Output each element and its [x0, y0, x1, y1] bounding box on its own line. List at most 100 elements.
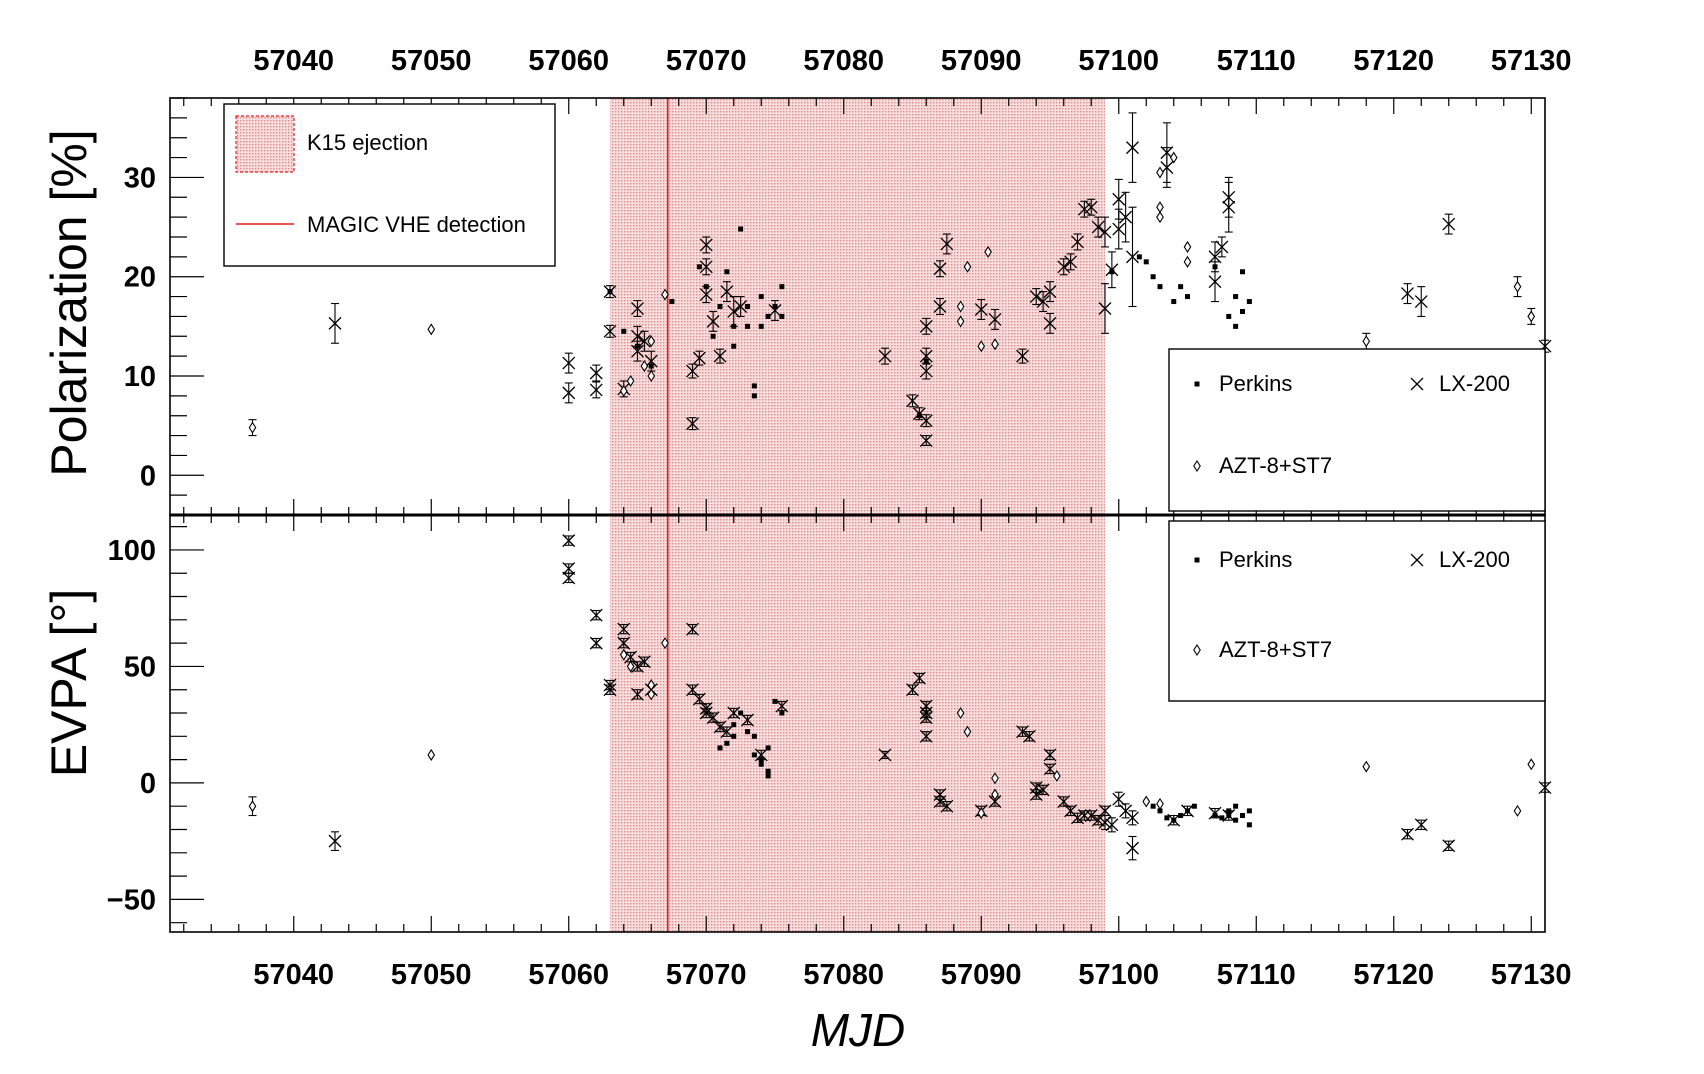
legend-box-events — [223, 103, 556, 267]
point-polarization-lx-200 — [1091, 220, 1105, 234]
legend-marker-azt-8-st7 — [1193, 459, 1201, 473]
y-axis-label-polarization: Polarization [%] — [41, 129, 97, 476]
y-tick-label: 0 — [140, 768, 156, 800]
legend-label-lx-200: LX-200 — [1439, 547, 1510, 572]
point-evpa-azt-8-st7 — [956, 706, 965, 720]
point-polarization-lx-200 — [589, 383, 603, 397]
point-polarization-lx-200 — [1098, 225, 1112, 239]
point-evpa-lx-200 — [692, 692, 706, 706]
legend-marker-lx-200 — [1410, 377, 1424, 391]
x-tick-label-bottom: 57070 — [666, 959, 747, 991]
legend-marker-azt-8-st7 — [1193, 643, 1201, 657]
point-evpa-azt-8-st7 — [1513, 804, 1522, 817]
point-evpa-perkins — [731, 722, 737, 728]
point-polarization-perkins — [1226, 313, 1232, 319]
point-evpa-perkins — [1246, 822, 1252, 828]
point-polarization-lx-200 — [919, 364, 933, 378]
point-polarization-lx-200 — [631, 302, 644, 315]
point-evpa-lx-200 — [1222, 809, 1236, 822]
point-evpa-azt-8-st7 — [1362, 760, 1371, 773]
point-polarization-perkins — [1150, 274, 1156, 280]
point-evpa-lx-200 — [1057, 795, 1071, 809]
point-polarization-perkins — [1233, 323, 1239, 329]
point-evpa-lx-200 — [919, 711, 933, 725]
point-polarization-lx-200 — [686, 364, 699, 378]
point-polarization-azt-8-st7 — [1513, 280, 1522, 293]
point-evpa-perkins — [779, 710, 785, 716]
y-tick-label: 100 — [108, 535, 156, 567]
point-evpa-lx-200 — [617, 636, 631, 650]
point-evpa-lx-200 — [631, 687, 644, 701]
point-polarization-perkins — [779, 284, 785, 290]
x-tick-label-top: 57130 — [1491, 45, 1572, 77]
point-evpa-lx-200 — [1538, 781, 1552, 795]
point-polarization-lx-200 — [631, 329, 644, 343]
legend-marker-lx-200 — [1410, 553, 1424, 567]
point-polarization-lx-200 — [1064, 255, 1078, 269]
point-evpa-azt-8-st7 — [1053, 769, 1061, 782]
point-evpa-azt-8-st7 — [248, 800, 257, 813]
x-tick-label-top: 57100 — [1078, 45, 1159, 77]
x-tick-label-top: 57080 — [803, 45, 884, 77]
point-polarization-lx-200 — [1043, 285, 1057, 299]
point-evpa-lx-200 — [1029, 788, 1043, 802]
legend-layer: K15 ejection MAGIC VHE detection Perkins LX… — [223, 103, 1546, 702]
point-evpa-lx-200 — [933, 795, 947, 809]
y-tick-label: −50 — [107, 884, 156, 916]
point-polarization-lx-200 — [1043, 316, 1057, 330]
x-tick-label-top: 57120 — [1353, 45, 1434, 77]
legend-marker-perkins — [1194, 381, 1200, 387]
point-polarization-lx-200 — [713, 349, 727, 363]
point-evpa-azt-8-st7 — [991, 788, 999, 801]
point-polarization-lx-200 — [562, 386, 576, 400]
point-evpa-lx-200 — [1181, 804, 1194, 818]
point-evpa-lx-200 — [699, 706, 713, 720]
point-evpa-lx-200 — [713, 720, 727, 734]
point-evpa-lx-200 — [720, 725, 734, 739]
point-polarization-azt-8-st7 — [427, 323, 436, 336]
point-polarization-lx-200 — [878, 349, 892, 363]
x-tick-label-top: 57090 — [941, 45, 1022, 77]
point-polarization-lx-200 — [727, 305, 741, 318]
point-polarization-lx-200 — [1119, 210, 1133, 224]
point-polarization-lx-200 — [734, 300, 748, 313]
point-polarization-lx-200 — [631, 344, 644, 358]
point-polarization-lx-200 — [919, 414, 933, 428]
legend-label-k15: K15 ejection — [307, 130, 428, 155]
point-evpa-lx-200 — [562, 534, 576, 548]
x-tick-label-bottom: 57120 — [1353, 959, 1434, 991]
point-evpa-perkins — [1240, 813, 1245, 819]
point-polarization-azt-8-st7 — [984, 245, 992, 258]
point-polarization-azt-8-st7 — [977, 340, 986, 353]
point-evpa-lx-200 — [1112, 792, 1126, 806]
point-polarization-lx-200 — [1057, 260, 1071, 274]
point-evpa-perkins — [1191, 803, 1197, 809]
point-evpa-lx-200 — [1442, 839, 1456, 853]
point-evpa-azt-8-st7 — [977, 807, 986, 820]
x-tick-label-bottom: 57060 — [528, 959, 609, 991]
point-polarization-perkins — [696, 264, 702, 270]
point-evpa-lx-200 — [1414, 818, 1428, 832]
point-polarization-azt-8-st7 — [1156, 201, 1164, 214]
point-evpa-perkins — [717, 745, 723, 751]
point-polarization-azt-8-st7 — [956, 315, 965, 328]
point-polarization-perkins — [1233, 294, 1239, 300]
point-polarization-lx-200 — [919, 319, 933, 333]
point-polarization-lx-200 — [637, 334, 651, 348]
point-polarization-lx-200 — [589, 366, 603, 380]
point-evpa-lx-200 — [706, 711, 720, 725]
x-tick-label-top: 57050 — [391, 45, 472, 77]
point-evpa-lx-200 — [1167, 813, 1181, 827]
legend-box-evpa — [1168, 520, 1546, 702]
point-evpa-lx-200 — [1126, 841, 1139, 855]
point-evpa-perkins — [1233, 817, 1239, 823]
point-polarization-azt-8-st7 — [248, 421, 257, 434]
point-evpa-perkins — [751, 752, 757, 758]
point-polarization-perkins — [745, 304, 750, 309]
point-evpa-perkins — [1219, 815, 1225, 821]
point-evpa-lx-200 — [1105, 818, 1119, 832]
point-polarization-azt-8-st7 — [1156, 211, 1164, 224]
point-evpa-lx-200 — [1084, 809, 1098, 822]
point-evpa-lx-200 — [741, 713, 754, 727]
